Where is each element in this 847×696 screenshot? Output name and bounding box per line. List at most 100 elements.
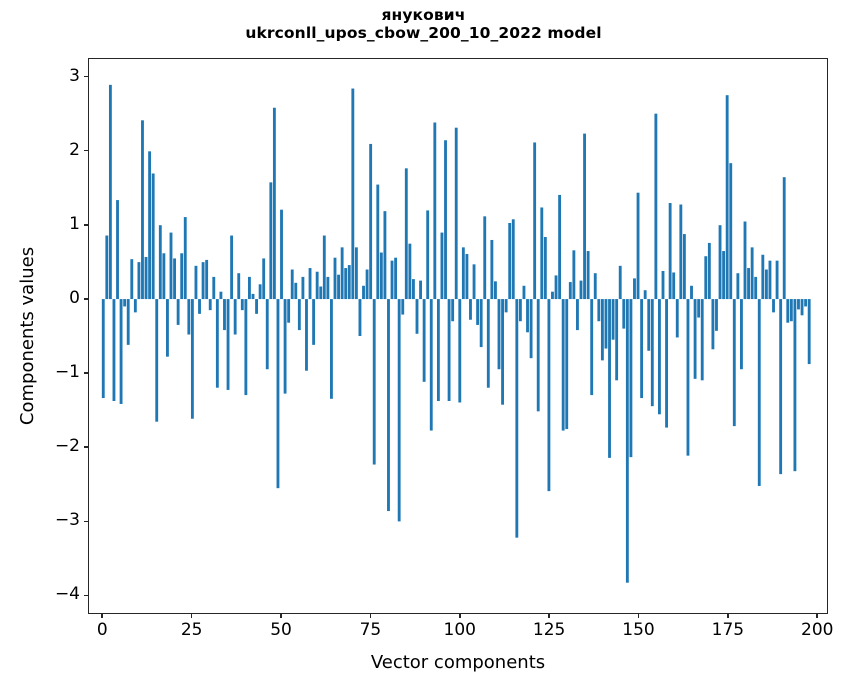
bar bbox=[123, 299, 127, 307]
bar bbox=[729, 163, 733, 300]
y-tick-mark bbox=[84, 520, 88, 523]
bar bbox=[351, 88, 355, 300]
bar bbox=[262, 258, 266, 300]
bar bbox=[205, 259, 209, 300]
bar bbox=[265, 299, 269, 370]
bar bbox=[297, 299, 301, 331]
y-tick-label: 1 bbox=[69, 213, 80, 234]
bar bbox=[740, 299, 743, 370]
x-tick-mark bbox=[458, 614, 461, 618]
bar bbox=[768, 260, 772, 300]
x-tick-label: 150 bbox=[622, 620, 655, 640]
plot-area bbox=[88, 58, 828, 614]
bar bbox=[625, 299, 629, 583]
bar bbox=[600, 299, 604, 361]
bar bbox=[337, 274, 340, 300]
bar bbox=[554, 275, 558, 300]
x-tick-mark bbox=[369, 614, 372, 618]
bar bbox=[215, 299, 219, 388]
bar bbox=[675, 299, 679, 338]
bar bbox=[240, 299, 244, 311]
bar bbox=[436, 299, 440, 401]
x-tick-label: 50 bbox=[270, 620, 292, 640]
y-tick-mark bbox=[84, 224, 88, 226]
bar bbox=[144, 256, 148, 300]
bar bbox=[543, 237, 547, 300]
bar bbox=[429, 299, 433, 431]
y-tick-mark bbox=[84, 75, 88, 78]
bar bbox=[116, 200, 119, 300]
bar bbox=[576, 299, 579, 331]
x-tick-mark bbox=[727, 614, 729, 618]
y-tick-label: 3 bbox=[69, 65, 80, 86]
y-tick-label: −2 bbox=[54, 436, 80, 457]
bar bbox=[707, 242, 711, 300]
bar bbox=[130, 259, 134, 300]
bar bbox=[390, 260, 394, 300]
bar bbox=[251, 293, 255, 300]
bar bbox=[722, 251, 726, 300]
bar bbox=[547, 299, 551, 492]
bar bbox=[515, 299, 519, 538]
bar bbox=[322, 235, 326, 300]
bar bbox=[394, 257, 398, 300]
bar bbox=[369, 143, 373, 300]
bar bbox=[119, 299, 123, 404]
bar bbox=[248, 276, 251, 300]
bar bbox=[308, 268, 312, 300]
bar bbox=[622, 299, 626, 329]
bar bbox=[133, 299, 137, 313]
bar bbox=[305, 299, 308, 371]
bar bbox=[533, 142, 537, 300]
bar bbox=[294, 282, 298, 300]
bar bbox=[483, 216, 487, 300]
bar bbox=[640, 299, 644, 399]
x-tick-label: 175 bbox=[711, 620, 745, 640]
bar bbox=[782, 177, 786, 300]
bar bbox=[269, 182, 273, 300]
bar bbox=[358, 299, 362, 336]
bar bbox=[789, 299, 793, 322]
bar bbox=[636, 192, 640, 300]
bar bbox=[230, 235, 234, 300]
bar bbox=[280, 209, 283, 300]
y-tick-mark bbox=[84, 594, 88, 597]
x-axis-label: Vector components bbox=[370, 652, 546, 673]
bar bbox=[522, 285, 526, 300]
bar bbox=[764, 269, 768, 300]
bar bbox=[501, 299, 504, 405]
bar bbox=[458, 299, 462, 403]
y-tick-label: −3 bbox=[54, 510, 80, 531]
bar bbox=[540, 207, 544, 300]
bar bbox=[786, 299, 790, 323]
bar bbox=[319, 286, 323, 300]
bar bbox=[629, 299, 633, 458]
bar bbox=[397, 299, 401, 522]
y-tick-mark bbox=[84, 298, 88, 300]
bar bbox=[415, 299, 419, 334]
bar bbox=[180, 253, 184, 300]
bar bbox=[219, 291, 223, 300]
bar bbox=[469, 299, 472, 320]
bar bbox=[511, 219, 515, 300]
bar bbox=[237, 273, 241, 300]
bar bbox=[412, 279, 415, 300]
x-tick-mark bbox=[548, 614, 550, 618]
bar bbox=[376, 184, 380, 300]
bar bbox=[226, 299, 230, 390]
bar bbox=[330, 299, 333, 399]
bar bbox=[362, 285, 365, 300]
x-tick-label: 125 bbox=[532, 620, 566, 640]
bar bbox=[682, 234, 686, 300]
bar bbox=[593, 273, 597, 300]
bar bbox=[173, 258, 176, 300]
bar bbox=[379, 252, 383, 300]
bar bbox=[344, 268, 348, 300]
bar bbox=[704, 256, 708, 300]
bar bbox=[148, 151, 152, 300]
bar bbox=[137, 262, 141, 300]
bar bbox=[643, 290, 647, 300]
bar bbox=[479, 299, 483, 348]
bar bbox=[276, 299, 280, 489]
bar bbox=[750, 247, 754, 300]
